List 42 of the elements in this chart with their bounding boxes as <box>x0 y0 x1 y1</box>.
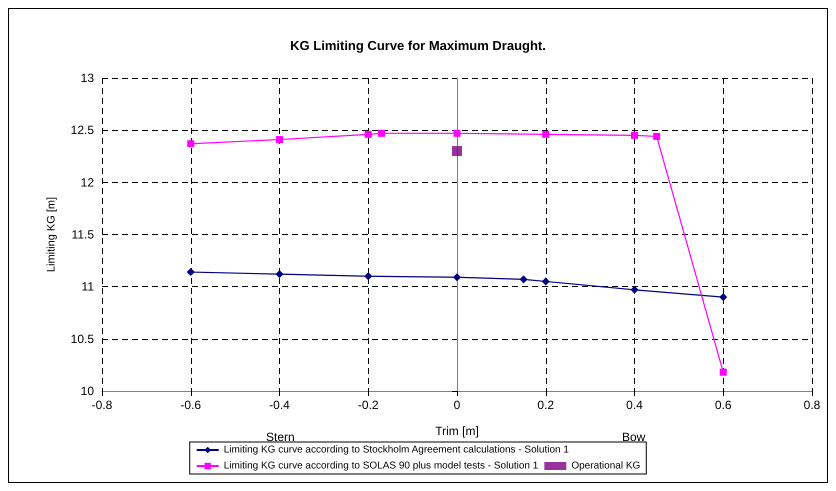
point <box>276 270 284 278</box>
point <box>653 132 660 140</box>
y-tick-label: 13 <box>80 71 94 85</box>
x-tick-label: -0.4 <box>269 398 290 412</box>
x-axis-title: Trim [m] <box>435 424 479 438</box>
legend-label: Limiting KG curve according to Stockholm Agreement calculations - Solution 1 <box>224 444 570 456</box>
point <box>186 268 195 276</box>
legend-label: Operational KG <box>571 460 640 472</box>
point <box>452 146 462 156</box>
y-axis-title: Limiting KG [m] <box>46 196 58 272</box>
y-tick-label: 10 <box>80 384 94 398</box>
point <box>187 140 194 148</box>
y-tick-label: 11.5 <box>72 228 94 242</box>
text: Stern <box>266 430 295 444</box>
x-tick-label: -0.6 <box>180 398 202 412</box>
y-tick-label: 10.5 <box>70 332 94 346</box>
x-tick-label: 0.6 <box>714 398 732 412</box>
x-tick-label: -0.8 <box>92 398 113 412</box>
point <box>631 132 638 139</box>
chart-title: KG Limiting Curve for Maximum Draught. <box>290 38 546 53</box>
point <box>378 130 386 137</box>
point <box>630 286 638 294</box>
point <box>720 368 727 376</box>
x-tick-label: 0.2 <box>537 398 554 412</box>
point <box>542 277 550 286</box>
point <box>542 130 550 138</box>
legend-label: Limiting KG curve according to SOLAS 90 plus model tests - Solution 1 <box>224 460 539 472</box>
point <box>364 130 372 138</box>
point <box>719 293 728 302</box>
point <box>453 273 461 282</box>
point <box>364 272 372 280</box>
point <box>454 130 460 137</box>
point <box>276 136 283 144</box>
text: Bow <box>622 430 646 444</box>
x-tick-label: -0.2 <box>358 398 379 412</box>
y-tick-label: 11 <box>82 280 94 294</box>
y-tick-label: 12.5 <box>70 123 94 138</box>
x-tick-label: 0 <box>454 398 461 412</box>
point <box>520 275 528 284</box>
x-tick-label: 0.8 <box>804 398 821 412</box>
y-tick-label: 12 <box>80 175 94 190</box>
x-tick-label: 0.4 <box>626 398 644 412</box>
